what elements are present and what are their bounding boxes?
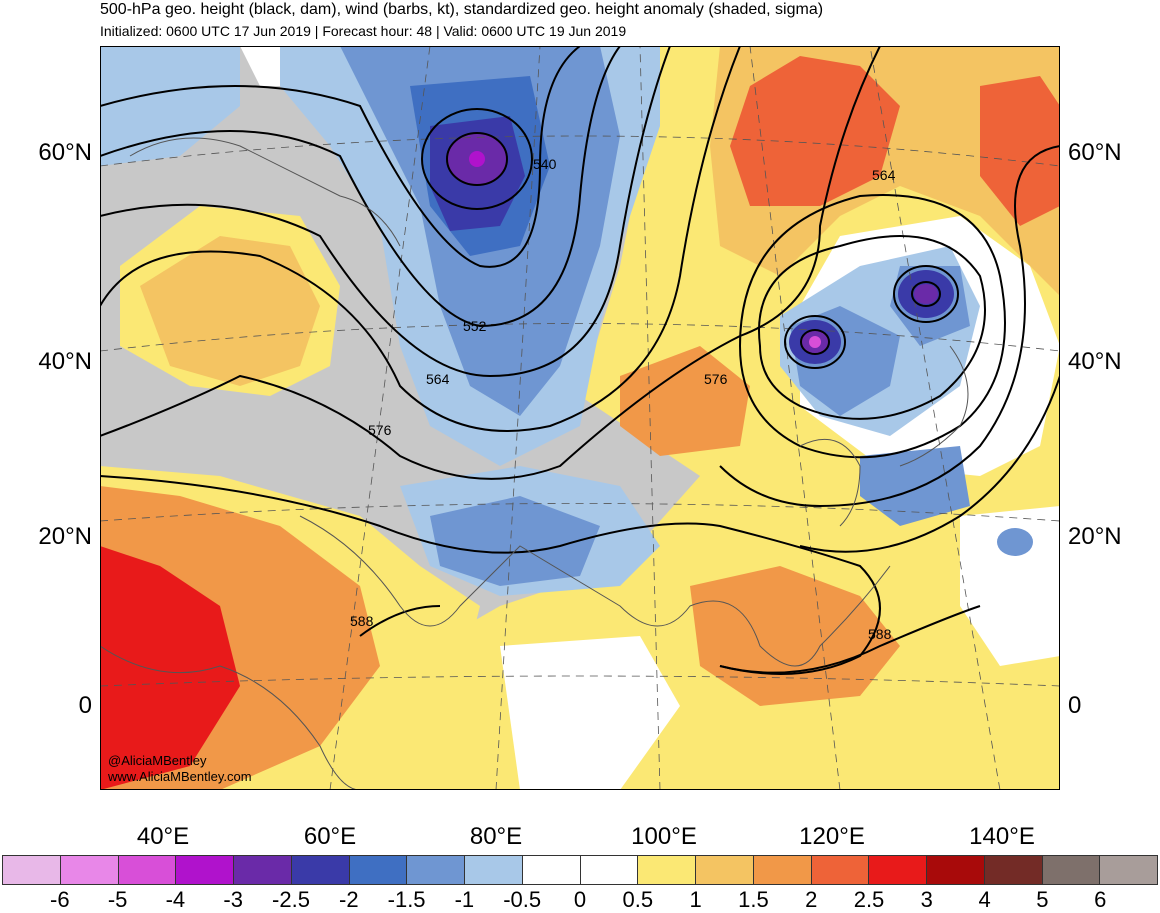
colorbar-tick-label: 1.5 xyxy=(738,887,769,912)
anomaly-red-arabia xyxy=(100,546,240,790)
lat-label-left: 0 xyxy=(78,692,92,719)
colorbar-tick-label: 6 xyxy=(1094,887,1107,912)
colorbar-swatch xyxy=(407,856,465,884)
weather-map: 540 552 564 576 588 564 576 588 xyxy=(100,46,1060,790)
anomaly-low-japan-1-center xyxy=(809,336,821,348)
colorbar-tick-label: 3 xyxy=(920,887,933,912)
colorbar-swatch xyxy=(349,856,408,884)
colorbar-swatch xyxy=(811,856,870,884)
colorbar-swatch xyxy=(869,856,927,884)
colorbar-swatch xyxy=(118,856,177,884)
colorbar-swatch xyxy=(984,856,1043,884)
lon-label: 80°E xyxy=(469,823,523,850)
colorbar-tick-label: -4 xyxy=(165,887,186,912)
lon-label: 60°E xyxy=(303,823,357,850)
graticule xyxy=(100,46,1060,790)
colorbar-tick-label: 2.5 xyxy=(853,887,885,912)
colorbar-tick-label: -2.5 xyxy=(272,887,310,912)
contour-label: 540 xyxy=(533,156,557,172)
lat-label-right: 20°N xyxy=(1068,523,1122,550)
height-contours xyxy=(100,46,1060,675)
lon-label: 40°E xyxy=(136,823,190,850)
contour-label: 564 xyxy=(872,167,896,183)
colorbar-tick-label: 4 xyxy=(978,887,991,912)
lat-label-right: 60°N xyxy=(1068,139,1122,166)
anomaly-negative-japan-south xyxy=(860,446,970,526)
contour-label: 588 xyxy=(350,613,374,629)
lat-label-left: 60°N xyxy=(38,139,92,166)
colorbar-tick-label: 5 xyxy=(1036,887,1049,912)
colorbar-tick-label: -1.5 xyxy=(387,887,426,912)
lon-label: 120°E xyxy=(799,823,865,850)
anomaly-near-zero-indian xyxy=(500,636,680,790)
anomaly-near-zero-pacific xyxy=(960,506,1060,666)
colorbar-swatch xyxy=(234,856,292,884)
colorbar-tick-label: 0.5 xyxy=(622,887,654,912)
anomaly-orange-china xyxy=(620,346,750,456)
anomaly-negative-tibet-core xyxy=(430,496,600,586)
lat-label-right: 40°N xyxy=(1068,348,1122,375)
colorbar-swatch xyxy=(696,856,754,884)
colorbar-swatch xyxy=(1042,856,1101,884)
colorbar-swatch xyxy=(3,856,61,884)
colorbar-tick-label: -0.5 xyxy=(503,887,542,912)
anomaly-negative-pacific xyxy=(997,528,1033,556)
map-title: 500-hPa geo. height (black, dam), wind (… xyxy=(100,1,824,18)
lon-label: 100°E xyxy=(631,823,697,850)
colorbar-tick-label: 1 xyxy=(689,887,702,912)
coastlines xyxy=(100,137,969,790)
anomaly-red-orange-east xyxy=(980,76,1060,226)
contour-label: 552 xyxy=(463,318,487,334)
contour-label: 576 xyxy=(368,422,392,438)
credit-website: www.AliciaMBentley.com xyxy=(108,769,252,784)
colorbar-swatch xyxy=(522,856,581,884)
contour-label: 576 xyxy=(704,371,728,387)
lat-label-left: 40°N xyxy=(38,348,92,375)
colorbar-swatch xyxy=(638,856,696,884)
anomaly-low-center-magenta xyxy=(469,151,485,167)
colorbar-swatch xyxy=(927,856,985,884)
contour-label: 588 xyxy=(868,626,892,642)
contour-label-group: 540 552 564 576 588 564 576 588 xyxy=(350,156,896,642)
colorbar-tick-label: 0 xyxy=(573,887,587,912)
anomaly-low-japan-2-core xyxy=(914,284,938,304)
colorbar-swatch xyxy=(580,856,639,884)
colorbar-tick-label: -2 xyxy=(339,887,359,912)
colorbar-tick-label: -3 xyxy=(223,887,243,912)
colorbar-swatch xyxy=(465,856,523,884)
colorbar-swatch xyxy=(1100,856,1157,884)
map-subtitle: Initialized: 0600 UTC 17 Jun 2019 | Fore… xyxy=(100,23,627,39)
colorbar-tick-label: 2 xyxy=(805,887,818,912)
anomaly-orange-eurasia xyxy=(140,236,320,386)
lon-label: 140°E xyxy=(969,823,1035,850)
lat-label-left: 20°N xyxy=(38,523,92,550)
map-frame xyxy=(100,46,1060,790)
colorbar xyxy=(2,855,1158,885)
colorbar-tick-label: -6 xyxy=(50,887,70,912)
colorbar-tick-label: -5 xyxy=(107,887,128,912)
lat-label-right: 0 xyxy=(1068,692,1082,719)
colorbar-swatch xyxy=(176,856,234,884)
colorbar-swatch xyxy=(60,856,119,884)
colorbar-swatch xyxy=(291,856,350,884)
contour-label: 564 xyxy=(426,371,450,387)
colorbar-swatch xyxy=(753,856,812,884)
credit-handle: @AliciaMBentley xyxy=(108,753,207,768)
colorbar-tick-label: -1 xyxy=(454,887,475,912)
anomaly-red-orange-siberia xyxy=(730,56,900,206)
